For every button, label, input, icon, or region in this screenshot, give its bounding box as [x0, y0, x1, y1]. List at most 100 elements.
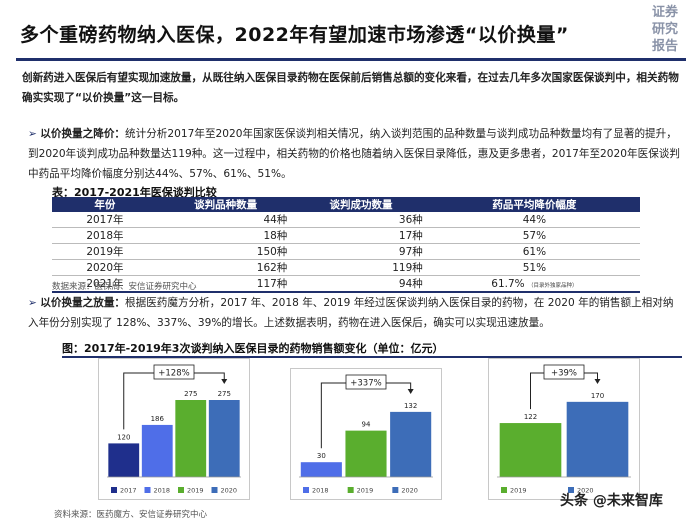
bullet-arrow-icon: ➢: [28, 297, 37, 309]
growth-arrowhead: [221, 379, 228, 384]
chart-bar: [141, 424, 173, 477]
table-cell-candidates: 18种: [157, 227, 294, 244]
table-cell-year: 2018年: [52, 227, 158, 244]
chart-bar: [108, 443, 140, 477]
table-row: 2019年 150种 97种 61%: [52, 243, 640, 260]
chart-data-label: 132: [404, 402, 417, 410]
table-cell-cut: 61%: [428, 243, 640, 260]
table-row: 2020年 162种 119种 51%: [52, 259, 640, 276]
chart-data-label: 30: [317, 452, 326, 460]
table-cell-candidates: 150种: [157, 243, 294, 260]
growth-label: +39%: [551, 369, 577, 379]
table-header: 谈判成功数量: [293, 197, 429, 212]
legend-swatch: [211, 487, 218, 493]
page-title: 多个重磅药物纳入医保，2022年有望加速市场渗透“以价换量”: [20, 24, 569, 46]
cut-value: 61.7%: [491, 277, 525, 290]
chart-panel: 30 94 132 2018 2019 2020 +337%: [290, 368, 442, 500]
table-cell-success: 94种: [293, 275, 429, 293]
bullet-label: 以价换量之降价：: [40, 128, 126, 140]
chart-bar: [175, 400, 207, 477]
growth-label: +128%: [158, 369, 189, 379]
intro-paragraph: 创新药进入医保后有望实现加速放量，从既往纳入医保目录药物在医保前后销售总额的变化…: [22, 72, 679, 104]
legend-label: 2019: [187, 487, 204, 495]
table-header-row: 年份 谈判品种数量 谈判成功数量 药品平均降价幅度: [52, 197, 640, 212]
chart-bar: [390, 411, 432, 477]
table-cell-candidates: 162种: [157, 259, 294, 276]
legend-swatch: [303, 487, 309, 493]
table-cell-year: 2017年: [52, 212, 158, 228]
table-header: 谈判品种数量: [157, 197, 294, 212]
growth-label: +337%: [350, 379, 381, 389]
legend-label: 2017: [120, 487, 137, 495]
corner-line: 研究: [651, 22, 678, 37]
legend-swatch: [111, 487, 117, 493]
legend-label: 2020: [401, 487, 418, 495]
sales-chart-2018-cohort: 30 94 132 2018 2019 2020 +337%: [299, 374, 433, 495]
sales-chart-2019-cohort: 122 170 2019 2020 +39%: [497, 364, 631, 495]
growth-arrowhead: [594, 379, 601, 384]
table-header: 年份: [52, 197, 158, 212]
growth-badge: [543, 364, 585, 380]
chart-data-label: 275: [218, 390, 231, 398]
chart-bar: [345, 430, 387, 477]
legend-label: 2018: [312, 487, 329, 495]
legend-swatch: [347, 487, 354, 493]
table-cell-cut: 44%: [428, 212, 640, 228]
sales-chart-2017-cohort: 120 186 275 275 2017 2018 2019 2020 +128%: [107, 364, 241, 495]
legend-swatch: [178, 487, 184, 493]
chart-panel: 120 186 275 275 2017 2018 2019 2020 +128%: [98, 358, 250, 500]
growth-badge: [153, 364, 195, 380]
legend-label: 2019: [510, 487, 527, 495]
negotiation-table: 年份 谈判品种数量 谈判成功数量 药品平均降价幅度 2017年 44种 36种 …: [52, 197, 640, 293]
chart-panel: 122 170 2019 2020 +39%: [488, 358, 640, 500]
table-row: 2018年 18种 17种 57%: [52, 227, 640, 244]
header-rule: [16, 58, 686, 61]
table-cell-year: 2019年: [52, 243, 158, 260]
legend-swatch: [144, 487, 151, 493]
watermark: 头条 @未来智库: [560, 493, 663, 509]
chart-bar: [499, 423, 562, 477]
corner-line: 报告: [651, 39, 678, 54]
bullet-text: 统计分析2017年至2020年国家医保谈判相关情况，纳入谈判范围的品种数量与谈判…: [28, 128, 680, 180]
legend-label: 2020: [221, 487, 238, 495]
table-cell-year: 2020年: [52, 259, 158, 276]
table-cell-cut: 57%: [428, 227, 640, 244]
table-cell-success: 119种: [293, 259, 429, 276]
table-cell-cut: 51%: [428, 259, 640, 276]
cut-note: （目录外独家品种）: [527, 282, 578, 289]
report-corner-label: 证券 研究 报告: [648, 4, 682, 55]
table-cell-success: 17种: [293, 227, 429, 244]
table-cell-candidates: 44种: [157, 212, 294, 228]
chart-data-label: 120: [117, 433, 130, 441]
bullet-volume-growth: ➢ 以价换量之放量：根据医药魔方分析，2017 年、2018 年、2019 年经…: [28, 293, 684, 333]
table-source: 数据来源：医保局、安信证券研究中心: [52, 282, 197, 292]
legend-label: 2019: [357, 487, 374, 495]
table-cell-candidates: 117种: [157, 275, 294, 293]
table-cell-success: 36种: [293, 212, 429, 228]
table-header: 药品平均降价幅度: [428, 197, 640, 212]
legend-swatch: [568, 487, 574, 493]
chart-data-label: 122: [524, 413, 537, 421]
corner-line: 证券: [651, 5, 678, 20]
bullet-arrow-icon: ➢: [28, 128, 37, 140]
chart-bar: [208, 400, 240, 477]
table-cell-cut: 61.7% （目录外独家品种）: [428, 275, 640, 293]
figure-rule: [62, 356, 682, 358]
bullet-label: 以价换量之放量：: [40, 297, 126, 309]
chart-data-label: 275: [184, 390, 197, 398]
table-cell-year: 2021年: [52, 275, 158, 293]
legend-swatch: [501, 487, 507, 493]
table-cell-success: 97种: [293, 243, 429, 260]
chart-data-label: 94: [362, 421, 371, 429]
chart-data-label: 170: [591, 392, 604, 400]
table-row: 2017年 44种 36种 44%: [52, 212, 640, 228]
bullet-price-cut: ➢ 以价换量之降价：统计分析2017年至2020年国家医保谈判相关情况，纳入谈判…: [28, 124, 684, 184]
table-caption: 表：2017-2021年医保谈判比较: [52, 186, 217, 199]
legend-label: 2018: [154, 487, 171, 495]
chart-bar: [300, 462, 342, 477]
figure-caption: 图：2017年-2019年3次谈判纳入医保目录的药物销售额变化（单位：亿元）: [62, 342, 444, 355]
legend-swatch: [392, 487, 399, 493]
legend-label: 2020: [577, 487, 594, 495]
bullet-text: 根据医药魔方分析，2017 年、2018 年、2019 年经过医保谈判纳入医保目…: [28, 297, 674, 329]
growth-arrowhead: [407, 389, 414, 394]
